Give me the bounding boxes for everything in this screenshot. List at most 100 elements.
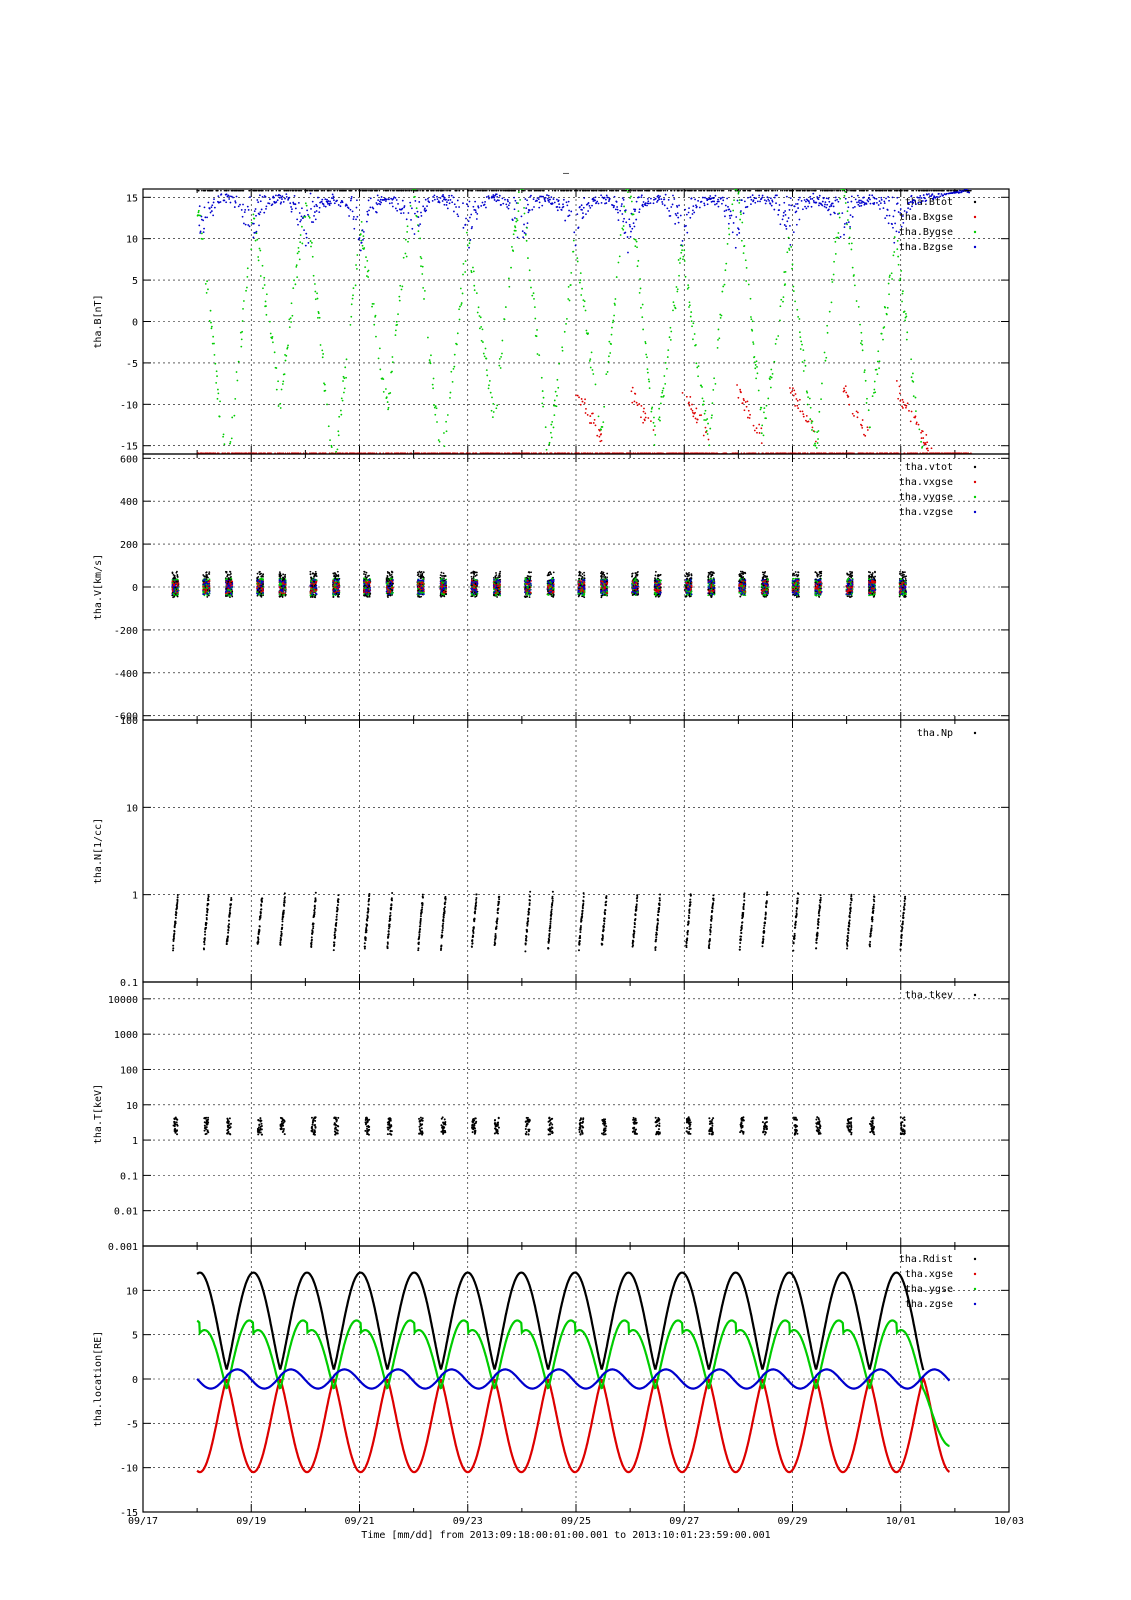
data-point <box>464 223 467 226</box>
data-point <box>541 204 544 207</box>
data-point <box>493 199 496 201</box>
data-point <box>880 198 883 201</box>
data-point <box>548 201 551 203</box>
data-point <box>905 338 908 341</box>
data-point <box>350 303 353 306</box>
data-point <box>479 316 482 319</box>
data-point <box>456 199 459 202</box>
data-point <box>421 265 424 268</box>
data-point <box>566 317 568 320</box>
data-point <box>712 389 715 391</box>
data-point <box>376 189 379 192</box>
data-point <box>926 447 929 450</box>
data-point <box>223 199 226 202</box>
data-point <box>256 577 259 580</box>
data-point <box>483 355 486 358</box>
data-point <box>227 194 230 197</box>
data-point <box>284 353 286 356</box>
data-point <box>402 256 405 259</box>
data-point <box>265 189 267 192</box>
data-point <box>751 194 754 197</box>
data-point <box>488 189 491 192</box>
data-point <box>650 407 653 410</box>
data-point <box>260 577 263 580</box>
data-point <box>717 200 720 203</box>
data-point <box>797 316 800 318</box>
data-point <box>484 200 486 203</box>
data-point <box>688 404 691 407</box>
data-point <box>280 574 283 577</box>
data-point <box>323 383 326 386</box>
data-point <box>242 307 244 310</box>
data-point <box>829 189 831 192</box>
data-point <box>903 210 906 212</box>
data-point <box>942 194 945 197</box>
data-point <box>600 428 603 431</box>
data-point <box>811 197 814 200</box>
data-point <box>551 421 554 423</box>
data-point <box>805 390 808 393</box>
data-point <box>495 200 498 203</box>
data-point <box>257 256 260 258</box>
data-point <box>275 201 278 203</box>
data-point <box>703 204 706 207</box>
data-point <box>423 298 425 300</box>
data-point <box>217 195 220 198</box>
data-point <box>635 401 638 404</box>
data-point <box>409 204 412 207</box>
data-point <box>856 201 858 204</box>
data-point <box>578 205 581 208</box>
data-point <box>205 291 208 294</box>
data-point <box>792 387 794 390</box>
data-point <box>856 411 859 414</box>
data-point <box>513 196 515 199</box>
data-point <box>491 396 493 399</box>
data-point <box>263 211 266 214</box>
data-point <box>572 250 575 253</box>
data-point <box>631 227 634 230</box>
data-point <box>301 242 304 245</box>
data-point <box>176 578 179 581</box>
data-point <box>691 189 693 192</box>
data-point <box>943 189 945 192</box>
data-point <box>884 217 887 219</box>
data-point <box>375 335 377 338</box>
data-point <box>828 310 831 313</box>
data-point <box>318 211 321 214</box>
data-point <box>755 360 758 363</box>
data-point <box>216 397 219 400</box>
data-point <box>642 421 645 424</box>
data-point <box>680 251 683 254</box>
data-point <box>805 207 808 210</box>
data-point <box>176 587 179 590</box>
data-point <box>506 206 509 208</box>
data-point <box>799 410 802 413</box>
data-point <box>738 201 741 204</box>
data-point <box>675 286 678 288</box>
data-point <box>581 287 583 290</box>
data-point <box>367 269 370 272</box>
data-point <box>207 581 210 583</box>
data-point <box>423 207 426 210</box>
data-point <box>598 189 600 192</box>
data-point <box>200 232 203 235</box>
data-point <box>597 202 600 205</box>
data-point <box>219 400 221 403</box>
data-point <box>920 437 923 440</box>
data-point <box>670 189 673 192</box>
data-point <box>532 292 535 295</box>
data-point <box>912 380 915 383</box>
data-point <box>891 278 893 280</box>
data-point <box>906 402 909 405</box>
data-point <box>615 276 618 278</box>
data-point <box>587 210 590 212</box>
data-point <box>792 394 795 397</box>
data-point <box>789 391 792 394</box>
data-point <box>812 189 814 192</box>
data-point <box>759 200 761 203</box>
data-point <box>175 580 178 583</box>
data-point <box>279 194 282 197</box>
data-point <box>911 205 913 208</box>
data-point <box>706 418 709 420</box>
data-point <box>782 211 785 214</box>
